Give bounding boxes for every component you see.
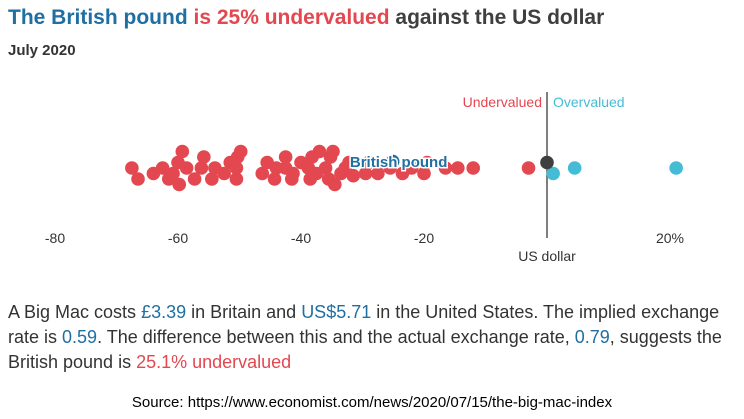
undervalued-point <box>278 150 293 164</box>
undervalued-point <box>420 155 434 170</box>
undervalued-point <box>229 161 244 175</box>
undervalued-point <box>342 155 356 170</box>
undervalued-point <box>194 161 209 175</box>
x-axis-ticks: -80 -60 -40 -20 20% <box>45 230 684 246</box>
x-tick-label: -60 <box>168 230 188 246</box>
undervalued-point <box>318 161 333 175</box>
undervalued-point <box>197 150 211 164</box>
undervalued-point <box>346 168 361 183</box>
british-pound-label: British pound <box>350 154 448 171</box>
desc-part-5: , suggests the British pound is <box>8 327 722 372</box>
undervalued-point <box>255 166 270 181</box>
undervalued-point <box>521 161 536 175</box>
undervalued-point <box>172 177 187 192</box>
undervalued-point <box>179 161 194 175</box>
undervalued-point <box>187 172 202 186</box>
undervalued-point <box>131 172 145 186</box>
overvalued-point <box>567 161 582 175</box>
legend-overvalued: Overvalued <box>553 94 625 110</box>
actual-rate: 0.79 <box>574 327 610 347</box>
description-text: A Big Mac costs £3.39 in Britain and US$… <box>8 300 738 375</box>
undervalued-point <box>326 144 340 159</box>
undervalued-point <box>125 161 139 175</box>
british-pound-point <box>385 154 400 169</box>
undervalued-result: 25.1% undervalued <box>136 352 292 372</box>
usd-price: US$5.71 <box>301 302 372 322</box>
undervalued-point <box>312 144 327 159</box>
undervalued-point <box>166 166 180 181</box>
undervalued-point <box>286 166 300 181</box>
undervalued-point <box>361 155 376 170</box>
undervalued-point <box>404 161 419 175</box>
undervalued-point <box>417 166 431 181</box>
x-tick-label: -80 <box>45 230 65 246</box>
undervalued-point <box>233 144 248 159</box>
x-tick-label: 20% <box>656 230 684 246</box>
undervalued-point <box>217 166 231 181</box>
chart-title: The British pound is 25% undervalued aga… <box>8 6 604 30</box>
source-citation: Source: https://www.economist.com/news/2… <box>131 394 613 411</box>
desc-part-1: A Big Mac costs <box>8 302 142 322</box>
undervalued-point <box>466 161 481 175</box>
overvalued-point <box>669 161 683 175</box>
undervalued-point <box>328 177 342 192</box>
undervalued-point <box>438 161 453 175</box>
desc-part-4: . The difference between this and the ac… <box>97 327 575 347</box>
undervalued-point <box>205 172 219 186</box>
undervalued-point <box>451 161 465 175</box>
undervalued-point <box>229 172 244 186</box>
us-dollar-label: US dollar <box>518 248 576 264</box>
title-currency: The British pound <box>8 6 188 29</box>
implied-rate: 0.59 <box>62 327 98 347</box>
legend-undervalued: Undervalued <box>463 94 542 110</box>
undervalued-point <box>358 166 373 181</box>
title-valuation: is 25% undervalued <box>187 6 390 29</box>
desc-part-3: in the United States. The implied exchan… <box>8 302 720 347</box>
undervalued-point <box>371 166 385 181</box>
overvalued-point <box>546 166 560 181</box>
x-tick-label: -20 <box>414 230 434 246</box>
title-rest: against the US dollar <box>389 6 605 29</box>
beeswarm-chart: Undervalued Overvalued British pound -80… <box>45 92 684 264</box>
x-tick-label: -40 <box>291 230 311 246</box>
gbp-price: £3.39 <box>141 302 187 322</box>
data-points <box>125 144 683 192</box>
desc-part-2: in Britain and <box>186 302 302 322</box>
undervalued-point <box>267 172 282 186</box>
us-dollar-point <box>540 155 554 170</box>
chart-subtitle: July 2020 <box>8 42 76 59</box>
undervalued-point <box>175 144 190 159</box>
undervalued-point <box>155 161 170 175</box>
